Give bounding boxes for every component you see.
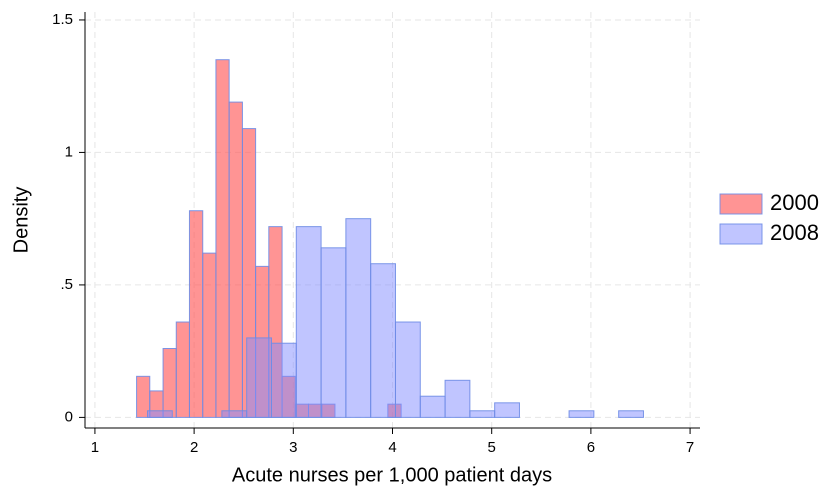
- histogram-bar: [228, 101, 243, 418]
- histogram-bar: [202, 252, 217, 418]
- legend-label: 2000: [770, 190, 819, 215]
- y-tick-label: 1.5: [52, 11, 73, 28]
- histogram-bar: [146, 410, 173, 418]
- histogram-bar: [188, 210, 204, 418]
- histogram-bar: [444, 379, 471, 418]
- legend-swatch: [719, 223, 763, 245]
- y-tick-label: 0: [65, 408, 73, 425]
- legend-swatch: [719, 193, 763, 215]
- histogram-bar: [568, 410, 595, 418]
- x-tick-label: 6: [587, 439, 595, 456]
- histogram-bar: [246, 337, 272, 418]
- histogram-bar: [419, 395, 446, 418]
- x-tick-label: 7: [686, 439, 694, 456]
- histogram-bar: [345, 218, 372, 418]
- y-axis-label: Density: [10, 187, 32, 254]
- histogram-bar: [215, 59, 230, 418]
- x-tick-label: 1: [91, 439, 99, 456]
- histogram-bar: [618, 410, 644, 418]
- histogram-bar: [394, 321, 421, 418]
- histogram-bar: [162, 348, 177, 418]
- x-tick-label: 4: [388, 439, 396, 456]
- x-tick-label: 5: [488, 439, 496, 456]
- histogram-bar: [295, 226, 322, 418]
- y-tick-label: .5: [60, 276, 73, 293]
- x-axis-label: Acute nurses per 1,000 patient days: [232, 464, 552, 486]
- x-tick-label: 2: [190, 439, 198, 456]
- histogram-bar: [320, 247, 347, 418]
- histogram-bar: [175, 321, 190, 418]
- histogram-bar: [370, 263, 396, 418]
- histogram-bar: [270, 342, 297, 418]
- legend-label: 2008: [770, 220, 819, 245]
- histogram-bar: [469, 410, 496, 418]
- x-tick-label: 3: [289, 439, 297, 456]
- histogram-bar: [494, 402, 520, 418]
- y-tick-label: 1: [65, 143, 73, 160]
- histogram-bar: [221, 410, 248, 418]
